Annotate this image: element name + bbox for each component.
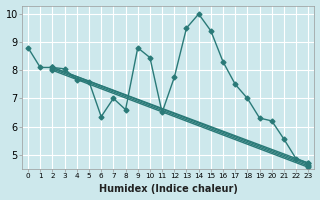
X-axis label: Humidex (Indice chaleur): Humidex (Indice chaleur): [99, 184, 238, 194]
